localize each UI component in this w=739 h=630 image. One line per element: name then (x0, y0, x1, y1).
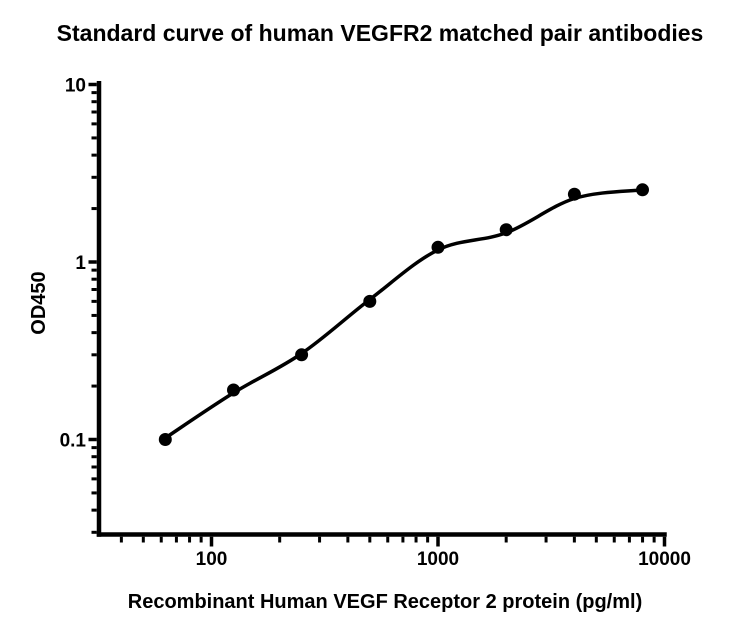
x-tick-label: 1000 (417, 549, 459, 570)
data-point (431, 240, 445, 254)
data-point (567, 187, 581, 201)
x-tick-label: 10000 (638, 549, 691, 570)
x-axis-label: Recombinant Human VEGF Receptor 2 protei… (128, 591, 643, 613)
y-tick-label: 0.1 (60, 431, 87, 452)
data-point (158, 433, 172, 446)
y-tick-label: 10 (65, 76, 86, 97)
data-point (363, 294, 377, 308)
data-point (636, 183, 649, 197)
y-axis-label: OD450 (28, 271, 50, 334)
axes (96, 81, 667, 537)
tick-labels: 100 1000 10000 10 1 0.1 (60, 76, 691, 571)
fit-curve-path (163, 188, 645, 440)
data-point (499, 223, 513, 237)
y-tick-label: 1 (75, 253, 86, 274)
data-points (158, 183, 649, 446)
fit-curve (163, 188, 645, 440)
x-tick-label: 100 (196, 549, 228, 570)
chart-title: Standard curve of human VEGFR2 matched p… (57, 20, 704, 46)
axis-ticks (88, 82, 667, 547)
data-point (227, 383, 240, 397)
data-point (295, 348, 309, 362)
